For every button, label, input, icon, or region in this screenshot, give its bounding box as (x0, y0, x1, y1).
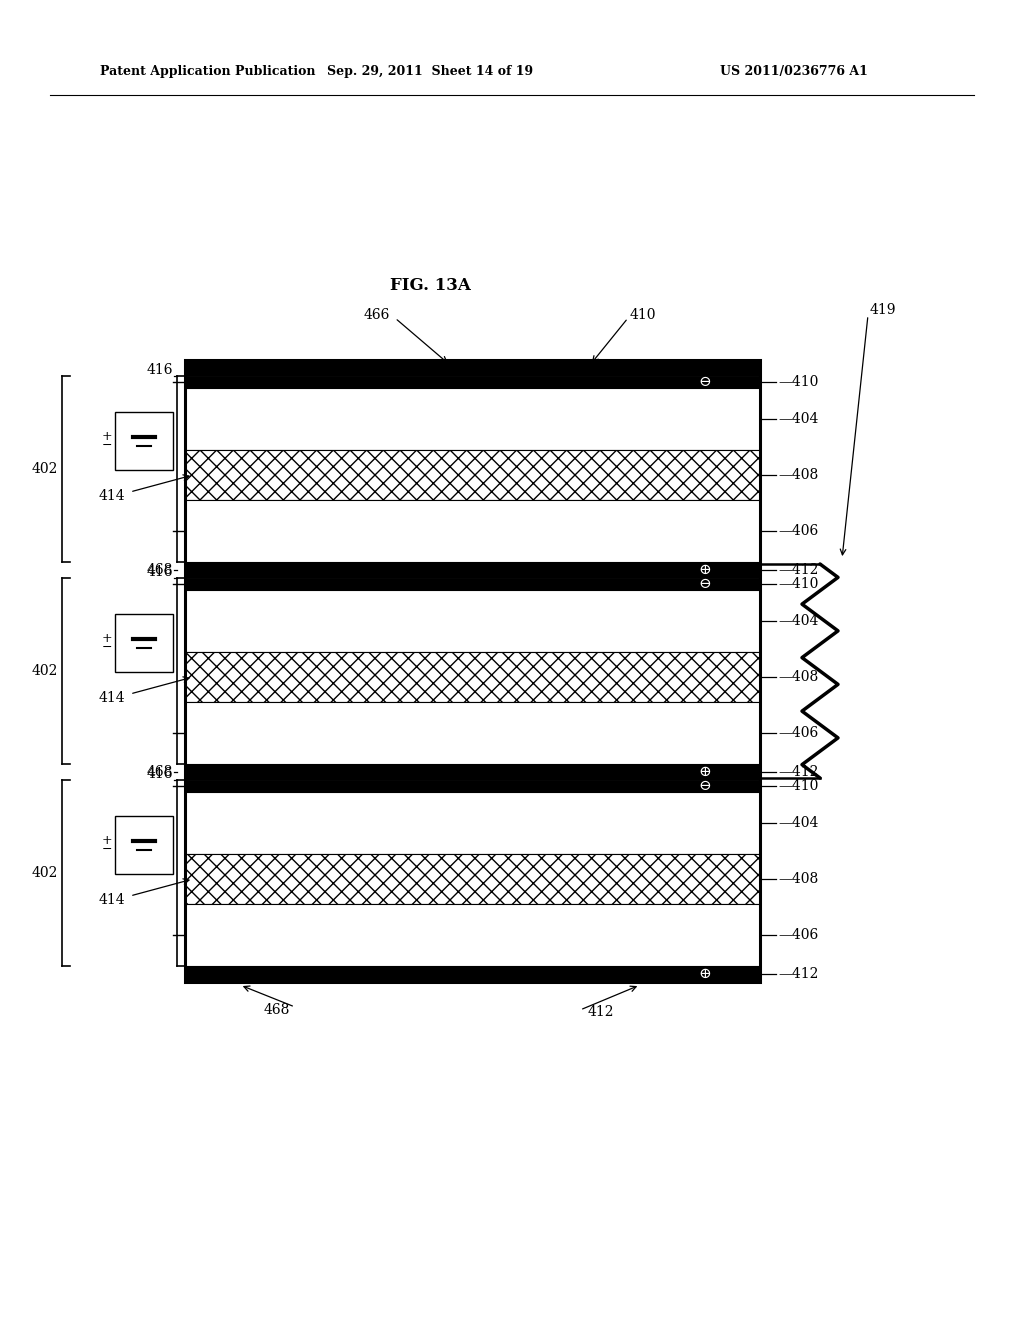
Text: —404: —404 (778, 412, 818, 426)
Bar (185, 360, 760, 982)
Bar (185, 764, 760, 780)
Bar (185, 562, 760, 578)
Text: —412: —412 (778, 564, 818, 577)
Text: 414: 414 (98, 488, 125, 503)
Text: Sep. 29, 2011  Sheet 14 of 19: Sep. 29, 2011 Sheet 14 of 19 (327, 66, 534, 78)
Text: −: − (101, 843, 113, 857)
Bar (115, 614, 173, 672)
Bar (115, 816, 173, 874)
Text: 468: 468 (233, 360, 260, 375)
Text: —406: —406 (778, 928, 818, 942)
Text: −: − (101, 642, 113, 655)
Text: 466: 466 (364, 308, 390, 322)
Bar (115, 412, 173, 470)
Text: —408: —408 (778, 873, 818, 886)
Bar (185, 792, 760, 854)
Text: 414: 414 (98, 894, 125, 907)
Text: —412: —412 (778, 968, 818, 981)
Text: 468: 468 (146, 766, 173, 779)
Text: ⊕: ⊕ (698, 564, 712, 577)
Text: 419: 419 (870, 304, 896, 317)
Text: ⊖: ⊖ (698, 375, 712, 389)
Bar (185, 578, 760, 590)
Text: —410: —410 (778, 375, 818, 389)
Text: ⊖: ⊖ (698, 577, 712, 591)
Text: Patent Application Publication: Patent Application Publication (100, 66, 315, 78)
Bar (185, 376, 760, 388)
Text: +: + (101, 430, 113, 444)
Text: 412: 412 (588, 1005, 614, 1019)
Text: —412: —412 (778, 766, 818, 779)
Bar (185, 360, 760, 376)
Text: —408: —408 (778, 671, 818, 684)
Text: —406: —406 (778, 726, 818, 741)
Text: 410: 410 (630, 308, 656, 322)
Text: 402: 402 (32, 462, 58, 477)
Text: 402: 402 (32, 664, 58, 678)
Text: —410: —410 (778, 577, 818, 591)
Text: 402: 402 (32, 866, 58, 880)
Bar (185, 854, 760, 904)
Bar (185, 590, 760, 652)
Text: 416: 416 (146, 767, 173, 781)
Text: +: + (101, 834, 113, 847)
Text: ⊕: ⊕ (698, 766, 712, 779)
Bar (185, 966, 760, 982)
Text: —404: —404 (778, 816, 818, 830)
Text: 414: 414 (98, 690, 125, 705)
Text: —408: —408 (778, 469, 818, 482)
Text: —410: —410 (778, 779, 818, 793)
Bar (185, 702, 760, 764)
Text: US 2011/0236776 A1: US 2011/0236776 A1 (720, 66, 868, 78)
Bar (185, 450, 760, 500)
Text: 468: 468 (146, 564, 173, 577)
Text: —404: —404 (778, 614, 818, 628)
Text: —406: —406 (778, 524, 818, 539)
Text: ⊕: ⊕ (698, 968, 712, 981)
Text: −: − (101, 440, 113, 451)
Text: 416: 416 (146, 363, 173, 378)
Text: 416: 416 (146, 565, 173, 579)
Bar (185, 652, 760, 702)
Bar (185, 904, 760, 966)
Bar (185, 780, 760, 792)
Bar (185, 500, 760, 562)
Text: +: + (101, 632, 113, 645)
Text: ⊖: ⊖ (698, 779, 712, 793)
Text: FIG. 13A: FIG. 13A (389, 276, 470, 293)
Text: 468: 468 (263, 1003, 290, 1016)
Bar (185, 388, 760, 450)
